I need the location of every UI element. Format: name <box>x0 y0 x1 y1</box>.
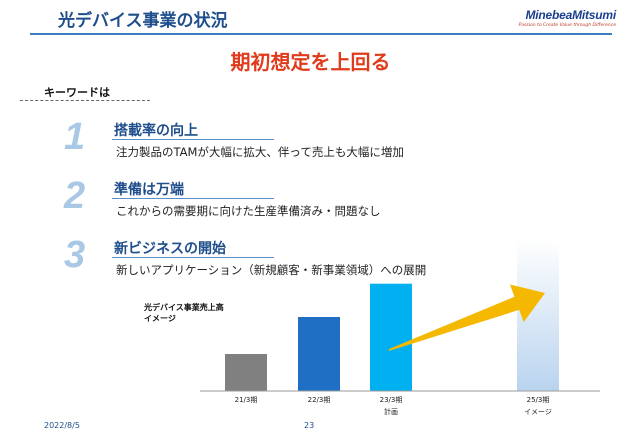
keypoint-rule <box>112 257 274 258</box>
bar-21/3期 <box>225 354 267 391</box>
logo-brand: MinebeaMitsumi <box>525 8 616 22</box>
keypoint-description: 新しいアプリケーション（新規顧客・新事業領域）への展開 <box>116 263 427 277</box>
category-label: 25/3期 <box>527 396 550 404</box>
chart-label-line-1: 光デバイス事業売上高 <box>144 303 224 312</box>
logo-tagline: Passion to Create Value through Differen… <box>518 23 616 28</box>
keypoint-number: 2 <box>64 175 86 217</box>
keypoint-number: 3 <box>64 234 86 276</box>
category-sublabel: 計画 <box>384 407 398 416</box>
slide-title: 光デバイス事業の状況 <box>58 11 228 31</box>
chart-label: 光デバイス事業売上高 イメージ <box>144 302 224 324</box>
headline: 期初想定を上回る <box>230 50 391 74</box>
growth-arrow <box>388 284 545 351</box>
bar-23/3期 <box>370 283 412 391</box>
keypoint-description: これからの需要期に向けた生産準備済み・問題なし <box>116 204 381 218</box>
keypoint-rule <box>112 198 274 199</box>
keypoint-2: 2 準備は万端 これからの需要期に向けた生産準備済み・問題なし <box>0 175 621 229</box>
keypoint-1: 1 搭載率の向上 注力製品のTAMが大幅に拡大、伴って売上も大幅に増加 <box>0 116 621 170</box>
category-label: 22/3期 <box>308 396 331 404</box>
category-label: 23/3期 <box>380 396 403 404</box>
footer-date: 2022/8/5 <box>44 421 80 430</box>
keypoint-description: 注力製品のTAMが大幅に拡大、伴って売上も大幅に増加 <box>116 145 404 159</box>
category-label: 21/3期 <box>235 396 258 404</box>
keypoint-title: 搭載率の向上 <box>114 123 198 139</box>
keywords-label: キーワードは <box>44 86 110 99</box>
page-number: 23 <box>304 421 315 430</box>
keypoint-title: 新ビジネスの開始 <box>114 241 226 257</box>
category-sublabel: イメージ <box>524 408 552 416</box>
keywords-divider <box>20 100 150 101</box>
title-rule <box>30 33 612 35</box>
bar-22/3期 <box>298 317 340 391</box>
keypoint-rule <box>112 139 274 140</box>
keypoint-3: 3 新ビジネスの開始 新しいアプリケーション（新規顧客・新事業領域）への展開 <box>0 234 621 288</box>
company-logo: MinebeaMitsumi Passion to Create Value t… <box>488 8 617 28</box>
keypoint-number: 1 <box>64 116 86 158</box>
chart-label-line-2: イメージ <box>144 314 176 323</box>
keypoint-title: 準備は万端 <box>114 182 184 198</box>
